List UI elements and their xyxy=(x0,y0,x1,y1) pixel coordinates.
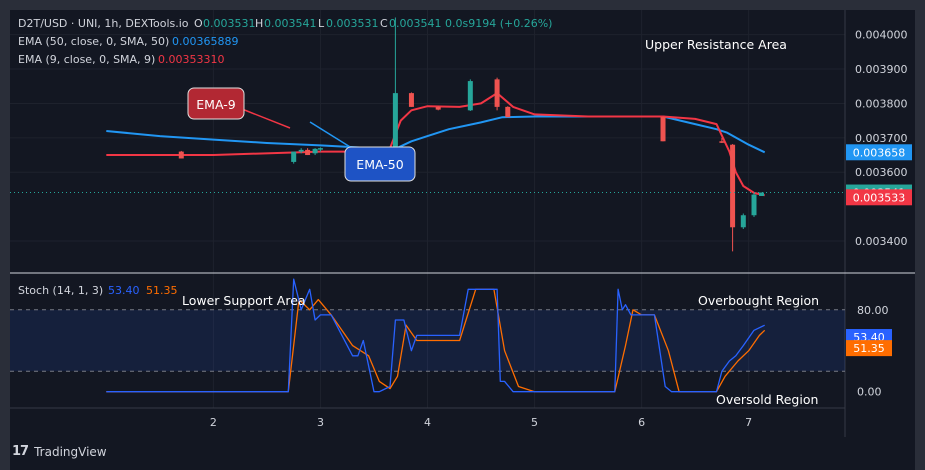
x-tick-label-0: 2 xyxy=(210,416,217,429)
candle-2 xyxy=(298,148,304,154)
ema50-badge-text: 0.003658 xyxy=(853,146,906,159)
ema9-badge-text: 0.003533 xyxy=(853,191,906,204)
candle-body-15 xyxy=(730,144,736,228)
ema9-callout: EMA-9 xyxy=(187,87,291,129)
ohlc-c-label: C xyxy=(380,17,388,30)
y-tick-label-0: 0.004000 xyxy=(855,29,908,42)
ema50-legend-value: 0.00365889 xyxy=(172,35,238,48)
stoch-d-badge: 51.35 xyxy=(846,340,892,357)
y-tick-label-4: 0.003600 xyxy=(855,166,908,179)
candle-body-1 xyxy=(291,151,297,162)
candle-body-11 xyxy=(494,79,500,107)
candle-body-12 xyxy=(505,106,511,118)
symbol-title[interactable]: D2T/USD · UNI, 1h, DEXTools.io xyxy=(18,17,189,30)
candle-body-9 xyxy=(435,106,441,110)
oversold-label: Oversold Region xyxy=(716,392,818,407)
ohlc-h-label: H xyxy=(255,17,263,30)
stoch-tick-label-0: 80.00 xyxy=(857,304,889,317)
candle-4 xyxy=(312,148,318,156)
ohlc-o-label: O xyxy=(194,17,203,30)
candle-13 xyxy=(660,116,666,142)
candle-17 xyxy=(751,192,757,217)
grid xyxy=(10,10,845,408)
overbought-label: Overbought Region xyxy=(698,293,819,308)
candle-body-2 xyxy=(298,149,304,152)
chart-frame: 2 3 4 5 6 7 0.004000 0.003900 0.003800 0.003700 0.… xyxy=(10,10,915,437)
ema9-callout-text: EMA-9 xyxy=(196,97,235,112)
x-tick-label-2: 4 xyxy=(424,416,431,429)
candle-body-7 xyxy=(392,93,398,162)
x-tick-label-4: 6 xyxy=(638,416,645,429)
x-tick-label-5: 7 xyxy=(745,416,752,429)
stoch-k-line xyxy=(106,278,765,393)
candle-0 xyxy=(178,150,184,159)
candle-9 xyxy=(435,106,441,111)
candle-7 xyxy=(392,17,398,164)
ohlc-o-value: 0.003531 xyxy=(203,17,256,30)
candle-5 xyxy=(317,147,323,152)
stoch-tick-label-1: 0.00 xyxy=(857,386,882,399)
x-tick-label-3: 5 xyxy=(531,416,538,429)
ema50-legend-label[interactable]: EMA (50, close, 0, SMA, 50) xyxy=(18,35,169,48)
candle-body-4 xyxy=(312,148,318,154)
stoch-lines-layer xyxy=(106,278,766,393)
candle-18 xyxy=(759,192,764,196)
ema9-legend-value: 0.00353310 xyxy=(158,53,224,66)
lower-support-label: Lower Support Area xyxy=(182,293,306,308)
y-tick-label-2: 0.003800 xyxy=(855,97,908,110)
candle-body-18 xyxy=(759,192,764,196)
candle-12 xyxy=(505,106,511,118)
stoch-legend-label[interactable]: Stoch (14, 1, 3) xyxy=(18,284,103,297)
y-tick-label-5: 0.003400 xyxy=(855,235,908,248)
ema50-line-layer xyxy=(106,115,766,154)
stoch-k-legend: 53.40 xyxy=(108,284,140,297)
tradingview-logo[interactable]: 17 TradingView xyxy=(12,444,107,459)
candles-layer xyxy=(178,17,764,252)
candle-body-8 xyxy=(408,93,414,107)
candle-15 xyxy=(730,144,736,252)
tradingview-brand-text: TradingView xyxy=(34,444,107,459)
candle-1 xyxy=(291,151,297,164)
candle-body-17 xyxy=(751,194,757,216)
y-tick-label-1: 0.003900 xyxy=(855,63,908,76)
ema50-callout: EMA-50 xyxy=(309,121,416,182)
stoch-d-legend: 51.35 xyxy=(146,284,178,297)
candle-body-5 xyxy=(317,148,323,150)
footer-bar xyxy=(10,437,915,470)
candle-10 xyxy=(467,79,473,112)
ema9-badge: 0.003533 xyxy=(846,189,912,206)
candle-body-0 xyxy=(178,151,184,159)
ohlc-h-value: 0.003541 xyxy=(264,17,317,30)
candle-14 xyxy=(719,137,725,143)
axes xyxy=(10,10,915,437)
ohlc-l-label: L xyxy=(318,17,325,30)
x-tick-label-1: 3 xyxy=(317,416,324,429)
y-tick-label-3: 0.003700 xyxy=(855,132,908,145)
candle-8 xyxy=(408,92,414,107)
stoch-d-badge-text: 51.35 xyxy=(853,342,885,355)
ohlc-change: 0.0s9194 (+0.26%) xyxy=(445,17,552,30)
ohlc-l-value: 0.003531 xyxy=(326,17,379,30)
ema50-callout-text: EMA-50 xyxy=(356,157,403,172)
tradingview-mark-icon: 17 xyxy=(12,444,29,459)
candle-body-14 xyxy=(719,141,725,143)
candle-body-16 xyxy=(740,215,746,228)
candle-body-10 xyxy=(467,81,473,111)
ema50-badge: 0.003658 xyxy=(846,144,912,161)
candle-11 xyxy=(494,77,500,111)
upper-resistance-label: Upper Resistance Area xyxy=(645,37,787,52)
tick-labels: 2 3 4 5 6 70.0040000.0039000.0038000.0037000.… xyxy=(210,29,908,429)
candle-body-13 xyxy=(660,117,666,142)
candle-body-3 xyxy=(305,149,311,156)
ema50-line xyxy=(106,115,766,154)
candle-3 xyxy=(305,148,311,156)
price-chart[interactable]: 2 3 4 5 6 70.0040000.0039000.0038000.0037000.… xyxy=(10,10,915,437)
ema9-legend-label[interactable]: EMA (9, close, 0, SMA, 9) xyxy=(18,53,155,66)
header-legend: D2T/USD · UNI, 1h, DEXTools.io O 0.00353… xyxy=(18,17,552,66)
ohlc-c-value: 0.003541 xyxy=(389,17,442,30)
candle-16 xyxy=(740,213,746,229)
